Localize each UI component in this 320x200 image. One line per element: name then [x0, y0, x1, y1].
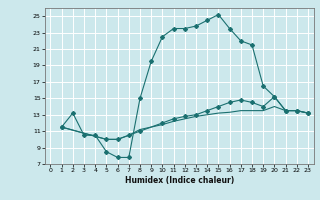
- X-axis label: Humidex (Indice chaleur): Humidex (Indice chaleur): [124, 176, 234, 185]
